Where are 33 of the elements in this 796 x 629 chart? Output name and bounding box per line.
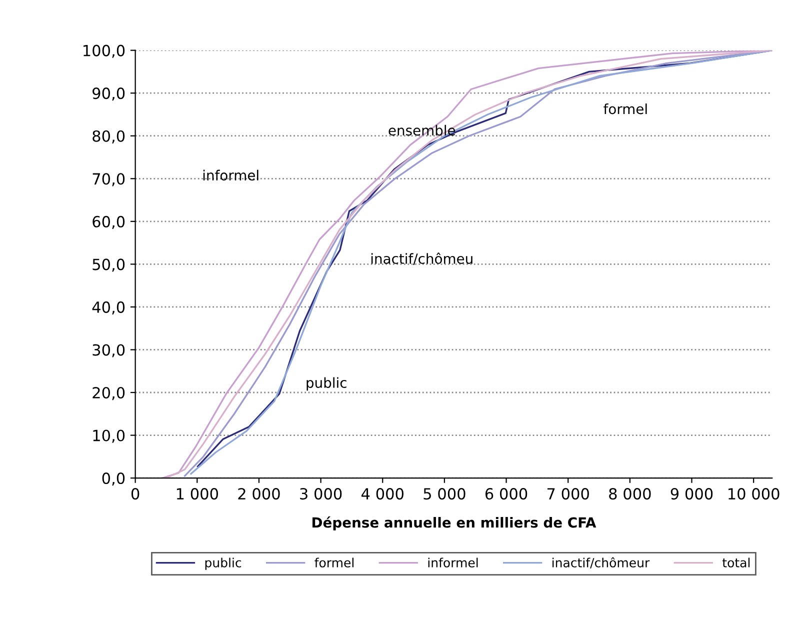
x-tick-label: 1 000 <box>176 488 218 500</box>
legend-label: total <box>722 558 750 568</box>
x-tick-label: 4 000 <box>362 488 404 500</box>
x-tick-label: 9 000 <box>670 488 713 500</box>
y-tick-label: 50,0 <box>92 258 125 272</box>
x-tick-label: 2 000 <box>238 488 280 500</box>
y-tick-label: 90,0 <box>92 88 125 101</box>
x-axis-title: Dépense annuelle en milliers de CFA <box>312 516 596 530</box>
y-tick-label: 80,0 <box>92 130 125 144</box>
legend-label: formel <box>314 558 354 568</box>
annotation: inactif/chômeu <box>371 252 472 266</box>
y-tick-label: 60,0 <box>92 216 125 229</box>
x-tick-label: 10 000 <box>728 488 780 500</box>
annotation: formel <box>604 103 647 114</box>
annotation: ensemble <box>388 124 456 136</box>
x-tick-label: 0 <box>131 488 140 500</box>
x-tick-label: 7 000 <box>547 488 589 500</box>
x-tick-label: 5 000 <box>424 488 466 500</box>
x-tick-label: 3 000 <box>300 488 342 500</box>
y-tick-label: 30,0 <box>92 344 125 358</box>
y-tick-label: 40,0 <box>92 301 125 315</box>
y-tick-label: 20,0 <box>92 386 125 400</box>
y-tick-label: 10,0 <box>93 430 125 443</box>
annotation: informel <box>203 170 258 181</box>
x-tick-label: 6 000 <box>485 488 528 500</box>
y-tick-label: 70,0 <box>92 173 125 186</box>
legend-label: inactif/chômeur <box>552 557 650 568</box>
y-tick-label: 100,0 <box>84 44 125 58</box>
x-tick-label: 8 000 <box>609 488 651 500</box>
legend-label: public <box>205 558 242 570</box>
legend-label: informel <box>428 558 478 568</box>
annotation: public <box>306 377 346 391</box>
y-tick-label: 0,0 <box>102 472 125 486</box>
